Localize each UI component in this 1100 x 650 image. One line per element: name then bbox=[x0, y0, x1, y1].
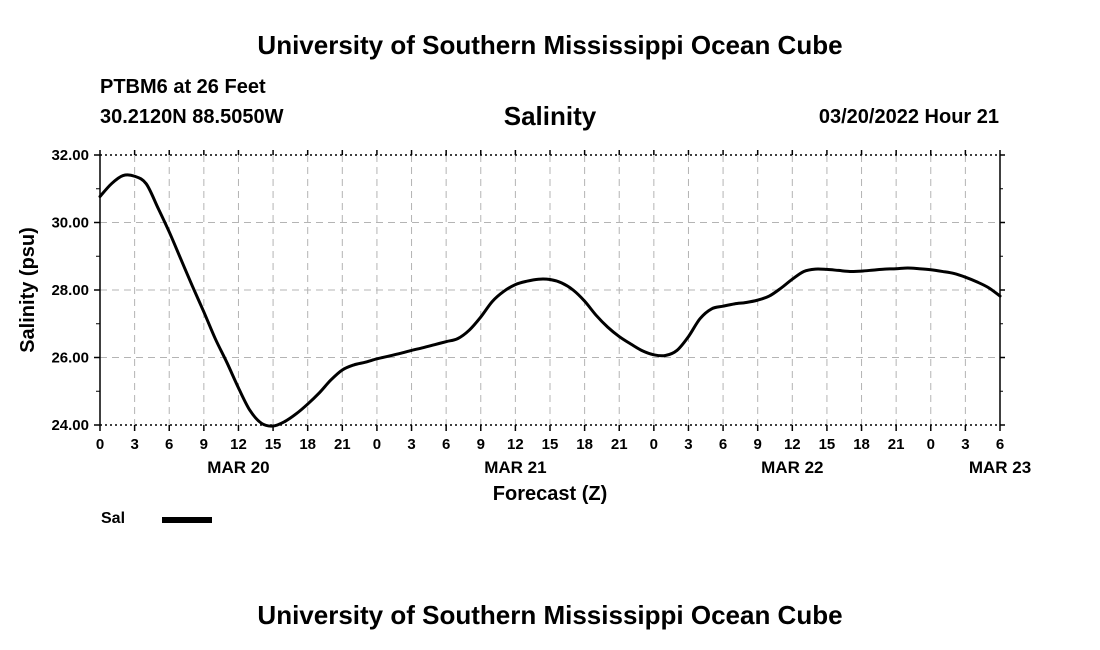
x-tick-label: 6 bbox=[719, 436, 727, 453]
x-tick-label: 12 bbox=[507, 436, 524, 453]
y-tick-label: 24.00 bbox=[51, 417, 89, 434]
y-tick-label: 30.00 bbox=[51, 215, 89, 232]
station-label: PTBM6 at 26 Feet bbox=[100, 76, 266, 98]
x-tick-label: 15 bbox=[542, 436, 559, 453]
x-tick-label: 6 bbox=[996, 436, 1004, 453]
x-tick-label: 21 bbox=[611, 436, 628, 453]
y-tick-label: 28.00 bbox=[51, 282, 89, 299]
date-label: MAR 23 bbox=[969, 458, 1031, 477]
x-tick-label: 18 bbox=[299, 436, 316, 453]
x-tick-label: 15 bbox=[819, 436, 836, 453]
y-tick-label: 32.00 bbox=[51, 147, 89, 164]
x-tick-label: 0 bbox=[927, 436, 935, 453]
x-tick-label: 0 bbox=[373, 436, 381, 453]
y-tick-label: 26.00 bbox=[51, 350, 89, 367]
footer-title: University of Southern Mississippi Ocean… bbox=[257, 600, 843, 630]
date-label: MAR 20 bbox=[207, 458, 269, 477]
x-tick-label: 21 bbox=[888, 436, 905, 453]
date-label: MAR 21 bbox=[484, 458, 546, 477]
x-tick-label: 3 bbox=[961, 436, 969, 453]
chart-title: Salinity bbox=[503, 101, 597, 131]
x-tick-label: 3 bbox=[684, 436, 692, 453]
x-tick-label: 9 bbox=[200, 436, 208, 453]
station-coordinates: 30.2120N 88.5050W bbox=[100, 106, 284, 128]
x-tick-label: 6 bbox=[165, 436, 173, 453]
axes bbox=[94, 150, 1005, 431]
legend-label: Sal bbox=[101, 510, 126, 527]
x-tick-label: 0 bbox=[96, 436, 104, 453]
tick-labels: 24.00 26.00 28.00 30.00 32.00 0 3 6 9 12 15 18 21 0 3 6… bbox=[51, 147, 1031, 477]
x-tick-label: 9 bbox=[754, 436, 762, 453]
forecast-datetime: 03/20/2022 Hour 21 bbox=[818, 106, 999, 128]
x-tick-label: 21 bbox=[334, 436, 351, 453]
x-tick-label: 18 bbox=[853, 436, 870, 453]
x-tick-label: 12 bbox=[784, 436, 801, 453]
x-tick-label: 18 bbox=[576, 436, 593, 453]
series-layer bbox=[98, 173, 1002, 428]
x-tick-label: 6 bbox=[442, 436, 450, 453]
x-tick-label: 12 bbox=[230, 436, 247, 453]
x-tick-label: 3 bbox=[407, 436, 415, 453]
x-tick-label: 3 bbox=[130, 436, 138, 453]
date-label: MAR 22 bbox=[761, 458, 823, 477]
grid-lines bbox=[100, 155, 1000, 425]
x-axis-label: Forecast (Z) bbox=[493, 483, 607, 505]
salinity-series-line bbox=[98, 173, 1002, 428]
x-tick-label: 9 bbox=[477, 436, 485, 453]
x-tick-label: 0 bbox=[650, 436, 658, 453]
x-tick-label: 15 bbox=[265, 436, 282, 453]
y-axis-label: Salinity (psu) bbox=[17, 227, 39, 353]
legend-line-swatch bbox=[162, 517, 212, 523]
main-title: University of Southern Mississippi Ocean… bbox=[257, 30, 843, 60]
